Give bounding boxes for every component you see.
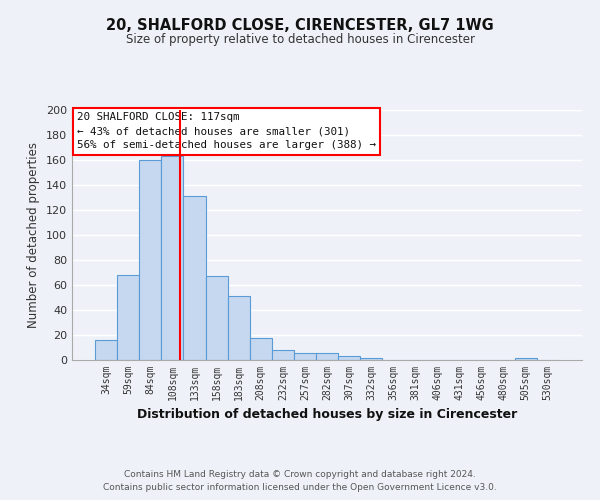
Bar — [294, 352, 316, 360]
Text: 20, SHALFORD CLOSE, CIRENCESTER, GL7 1WG: 20, SHALFORD CLOSE, CIRENCESTER, GL7 1WG — [106, 18, 494, 32]
Bar — [272, 350, 294, 360]
X-axis label: Distribution of detached houses by size in Cirencester: Distribution of detached houses by size … — [137, 408, 517, 422]
Text: Contains HM Land Registry data © Crown copyright and database right 2024.: Contains HM Land Registry data © Crown c… — [124, 470, 476, 479]
Bar — [139, 160, 161, 360]
Text: Contains public sector information licensed under the Open Government Licence v3: Contains public sector information licen… — [103, 484, 497, 492]
Text: Size of property relative to detached houses in Cirencester: Size of property relative to detached ho… — [125, 32, 475, 46]
Bar — [184, 196, 206, 360]
Y-axis label: Number of detached properties: Number of detached properties — [28, 142, 40, 328]
Bar — [316, 352, 338, 360]
Bar — [161, 156, 184, 360]
Bar — [250, 338, 272, 360]
Text: 20 SHALFORD CLOSE: 117sqm
← 43% of detached houses are smaller (301)
56% of semi: 20 SHALFORD CLOSE: 117sqm ← 43% of detac… — [77, 112, 376, 150]
Bar — [117, 275, 139, 360]
Bar — [360, 358, 382, 360]
Bar — [338, 356, 360, 360]
Bar — [227, 296, 250, 360]
Bar — [95, 340, 117, 360]
Bar — [206, 276, 227, 360]
Bar — [515, 358, 537, 360]
